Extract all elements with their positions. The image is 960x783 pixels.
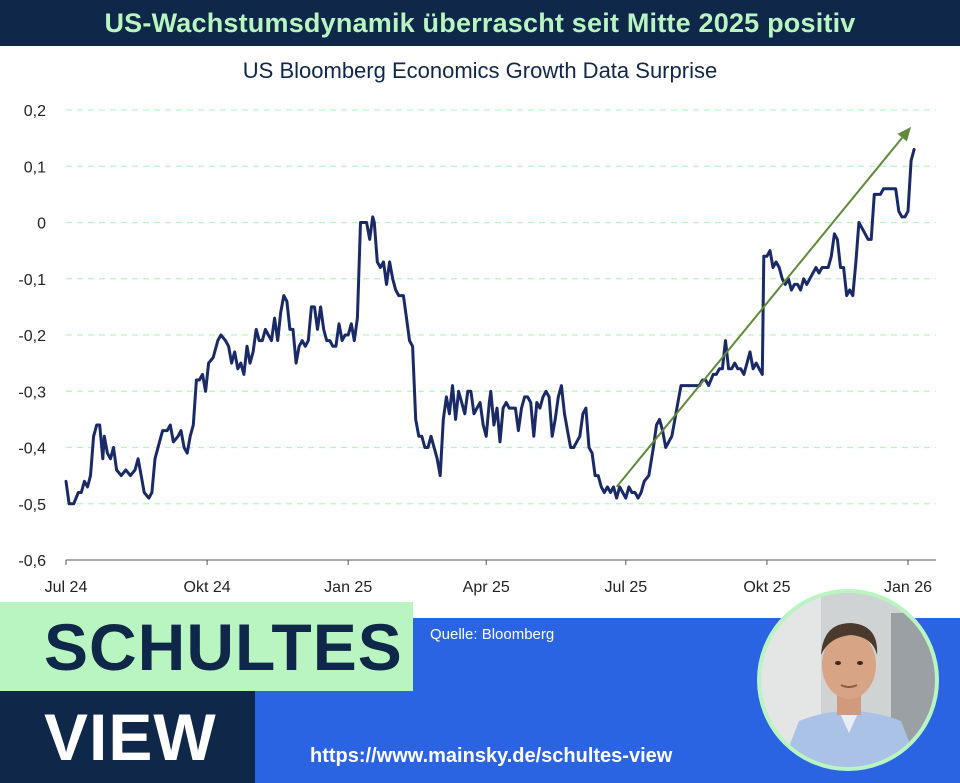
trend-arrow-line <box>615 137 903 488</box>
y-tick-label: -0,3 <box>18 384 46 401</box>
x-tick-label: Jan 26 <box>884 579 932 596</box>
y-tick-label: 0 <box>37 216 46 233</box>
source-note: Quelle: Bloomberg <box>430 626 555 643</box>
website-link[interactable]: https://www.mainsky.de/schultes-view <box>310 745 673 767</box>
x-tick-label: Jan 25 <box>324 579 372 596</box>
x-tick-label: Okt 25 <box>743 579 790 596</box>
author-portrait <box>757 589 939 771</box>
chart-title: US Bloomberg Economics Growth Data Surpr… <box>242 58 718 83</box>
y-tick-label: 0,2 <box>24 103 46 120</box>
footer-panel-left <box>255 691 415 783</box>
x-tick-label: Jul 25 <box>604 579 647 596</box>
brand-line-1: SCHULTES <box>44 609 403 684</box>
y-tick-label: -0,5 <box>18 497 46 514</box>
y-tick-label: 0,1 <box>24 159 46 176</box>
line-chart: 0,2 0,1 0 -0,1 -0,2 -0,3 -0,4 -0,5 -0,6 Jul 24 Ok… <box>18 103 936 596</box>
trend-arrow-head <box>897 126 912 142</box>
y-tick-label: -0,2 <box>18 328 46 345</box>
y-tick-label: -0,4 <box>18 441 46 458</box>
headline: US-Wachstumsdynamik überrascht seit Mitt… <box>104 7 856 38</box>
brand-line-2: VIEW <box>44 700 217 774</box>
x-tick-label: Jul 24 <box>45 579 88 596</box>
series-line <box>64 147 916 506</box>
y-tick-label: -0,1 <box>18 272 46 289</box>
x-tick-label: Okt 24 <box>184 579 231 596</box>
y-tick-label: -0,6 <box>18 553 46 570</box>
brand-view: VIEW <box>0 691 255 783</box>
title-banner: US-Wachstumsdynamik überrascht seit Mitt… <box>0 0 960 46</box>
brand-schultes: SCHULTES <box>0 602 413 691</box>
x-tick-label: Apr 25 <box>463 579 510 596</box>
